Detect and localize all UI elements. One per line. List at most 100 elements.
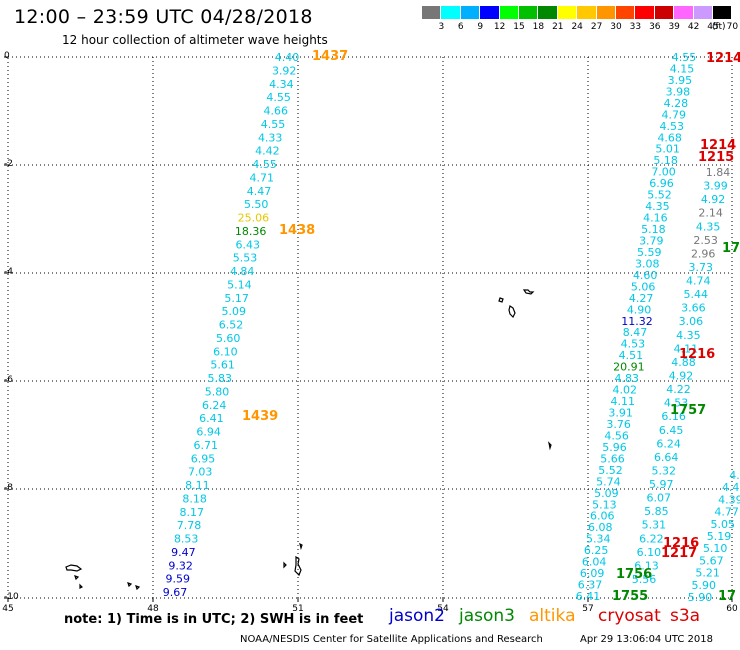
wave-height-label: 5.10: [703, 542, 728, 555]
color-scale-tick: 36: [649, 22, 661, 32]
satellite-legend-item: altika: [529, 606, 576, 626]
pass-time-label: 1214: [706, 51, 740, 66]
wave-height-label: 6.13: [634, 559, 659, 572]
wave-height-label: 5.90: [692, 579, 717, 592]
wave-height-label: 5.52: [647, 189, 672, 202]
wave-height-label: 5.61: [210, 359, 235, 372]
wave-height-label: 4.28: [664, 97, 689, 110]
color-scale-tick: 21: [552, 22, 564, 32]
wave-height-label: 4.53: [621, 338, 646, 351]
wave-height-label: 5.60: [216, 332, 241, 345]
color-scale-tick: 39: [668, 22, 680, 32]
wave-height-label: 4.55: [672, 51, 697, 64]
wave-height-label: 6.24: [656, 437, 681, 450]
wave-height-label: 5.09: [594, 487, 619, 500]
wave-height-label: 4.71: [250, 171, 275, 184]
wave-height-label: 6.64: [654, 451, 679, 464]
longitude-label: 60: [726, 604, 738, 614]
credit-line: NOAA/NESDIS Center for Satellite Applica…: [240, 634, 543, 645]
color-scale-swatch: [538, 6, 557, 19]
longitude-label: 51: [292, 604, 304, 614]
island-outline: [283, 561, 287, 569]
wave-height-label: 4.2: [729, 469, 740, 482]
pass-time-label: 1757: [670, 403, 706, 418]
wave-height-label: 5.21: [695, 567, 720, 580]
island-outline: [498, 297, 504, 303]
wave-height-label: 6.45: [659, 424, 684, 437]
wave-height-label: 5.56: [632, 573, 657, 586]
wave-height-label: 3.79: [639, 234, 664, 247]
latitude-label: -6: [4, 375, 13, 385]
wave-height-label: 4.41: [722, 481, 740, 494]
wave-height-label: 3.92: [272, 64, 297, 77]
wave-height-label: 4.55: [261, 118, 286, 131]
wave-height-label: 3.95: [668, 74, 693, 87]
wave-height-label: 5.44: [684, 288, 709, 301]
wave-height-label: 9.59: [166, 573, 191, 586]
wave-height-label: 4.40: [275, 51, 300, 64]
satellite-legend-item: jason2: [389, 606, 445, 626]
wave-height-label: 5.67: [699, 554, 724, 567]
wave-height-label: 6.25: [584, 544, 609, 557]
longitude-label: 57: [582, 604, 594, 614]
wave-height-label: 7.78: [177, 519, 202, 532]
satellite-legend-item: cryosat: [598, 606, 661, 626]
wave-height-label: 8.17: [180, 506, 205, 519]
wave-height-label: 25.06: [238, 212, 270, 225]
wave-height-label: 4.33: [258, 131, 283, 144]
pass-time-label: 1217: [661, 546, 697, 561]
wave-height-label: 4.15: [670, 62, 695, 75]
wave-height-label: 6.07: [647, 492, 672, 505]
latitude-label: -10: [4, 592, 19, 602]
wave-height-label: 6.43: [236, 238, 261, 251]
wave-height-label: 5.34: [586, 533, 611, 546]
map-subtitle: 12 hour collection of altimeter wave hei…: [62, 33, 328, 47]
wave-height-label: 4.39: [718, 493, 740, 506]
color-scale-swatch: [654, 6, 674, 19]
color-scale-tick: 27: [590, 22, 603, 32]
wave-height-label: 2.14: [698, 207, 723, 220]
wave-height-label: 5.74: [596, 475, 621, 488]
color-scale-tick: 45: [707, 22, 719, 32]
wave-height-label: 3.73: [688, 261, 713, 274]
wave-height-label: 5.32: [651, 464, 676, 477]
wave-height-label: 5.13: [592, 498, 617, 511]
island-outline: [127, 582, 133, 588]
generated-timestamp: Apr 29 13:06:04 UTC 2018: [580, 634, 713, 645]
wave-height-label: 5.18: [641, 223, 666, 236]
wave-height-label: 5.18: [653, 154, 678, 167]
island-outline: [508, 305, 516, 319]
wave-height-label: 2.96: [691, 247, 716, 260]
wave-height-label: 6.22: [639, 532, 664, 545]
wave-height-label: 6.09: [580, 567, 605, 580]
pass-time-label: 1755: [612, 589, 648, 604]
wave-height-label: 2.53: [693, 234, 718, 247]
color-scale-tick: 12: [493, 22, 506, 32]
island-outline: [522, 289, 535, 295]
latitude-label: 0: [4, 51, 10, 61]
wave-height-label: 8.11: [185, 479, 210, 492]
map-title: 12:00 – 23:59 UTC 04/28/2018: [14, 6, 313, 28]
wave-height-label: 6.04: [582, 556, 607, 569]
color-scale-swatch: [441, 6, 460, 19]
pass-time-label: 1214: [700, 138, 736, 153]
wave-height-label: 4.74: [686, 275, 711, 288]
color-scale-swatch: [422, 6, 441, 19]
pass-time-label: 1437: [312, 49, 348, 64]
wave-height-label: 5.59: [637, 246, 662, 259]
color-scale-swatch: [577, 6, 596, 19]
color-scale-tick: 9: [477, 22, 484, 32]
island-outline: [74, 575, 80, 581]
wave-height-label: 6.94: [196, 426, 221, 439]
wave-height-label: 4.35: [696, 220, 721, 233]
wave-height-label: 9.67: [163, 586, 188, 599]
wave-height-label: 4.90: [627, 303, 652, 316]
color-scale-tick: 33: [629, 22, 642, 32]
wave-height-label: 4.92: [669, 370, 694, 383]
wave-height-label: 3.98: [666, 85, 691, 98]
wave-height-label: 5.05: [711, 518, 736, 531]
color-scale-swatch: [674, 6, 693, 19]
wave-height-label: 3.08: [635, 257, 660, 270]
color-scale-swatch: [713, 6, 732, 19]
